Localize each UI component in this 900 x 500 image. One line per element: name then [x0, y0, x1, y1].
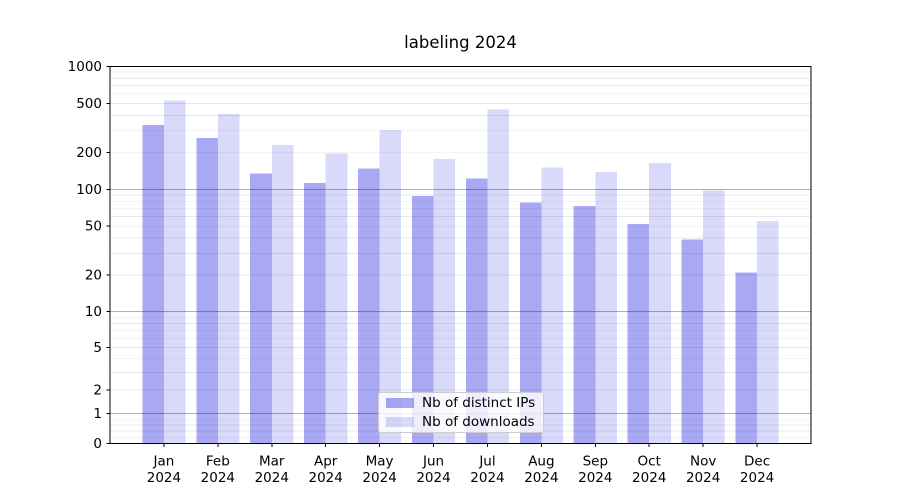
bar-feb-ips [196, 137, 218, 444]
bar-nov-downloads [703, 190, 725, 444]
y-tick-label: 0 [93, 436, 102, 452]
plot-frame [109, 66, 812, 444]
y-tick-label: 200 [76, 145, 102, 161]
legend-item-distinct-ips: Nb of distinct IPs [386, 395, 543, 411]
bar-dec-downloads [757, 221, 779, 444]
y-tick-label: 1000 [68, 59, 102, 75]
bar-oct-ips [627, 224, 650, 444]
legend-label-downloads: Nb of downloads [422, 414, 535, 430]
y-tick-label: 20 [85, 268, 102, 284]
y-tick-label: 100 [76, 182, 102, 198]
x-tick-label-feb: Feb 2024 [201, 454, 235, 487]
x-tick-label-nov: Nov 2024 [686, 454, 720, 487]
chart-title: labeling 2024 [404, 33, 517, 52]
legend: Nb of distinct IPs Nb of downloads [378, 392, 544, 433]
x-tick-label-may: May 2024 [362, 454, 396, 487]
legend-swatch-distinct-ips [386, 398, 414, 408]
bar-jan-downloads [163, 100, 186, 444]
bar-sep-ips [573, 206, 596, 444]
legend-swatch-downloads [386, 417, 414, 427]
y-tick-label: 500 [76, 96, 102, 112]
bar-mar-downloads [271, 144, 294, 444]
bar-sep-downloads [595, 172, 617, 444]
y-tick-label: 5 [93, 340, 102, 356]
x-tick-label-sep: Sep 2024 [578, 454, 612, 487]
x-tick-label-mar: Mar 2024 [255, 454, 289, 487]
y-tick-label: 1 [93, 406, 102, 422]
y-tick-label: 2 [93, 383, 102, 399]
x-tick-label-aug: Aug 2024 [524, 454, 558, 487]
bar-jun-downloads [433, 159, 456, 444]
bar-may-ips [358, 168, 380, 444]
bar-aug-downloads [541, 167, 563, 444]
bar-apr-downloads [325, 153, 348, 444]
bar-aug-ips [519, 202, 542, 444]
bar-jun-ips [411, 196, 434, 444]
y-tick-label: 10 [85, 304, 102, 320]
legend-label-distinct-ips: Nb of distinct IPs [422, 395, 536, 411]
legend-item-downloads: Nb of downloads [386, 414, 543, 430]
bar-apr-ips [304, 183, 326, 444]
bars-distinct-ips [142, 124, 758, 444]
bar-jul-downloads [487, 109, 510, 444]
y-axis-ticks: 0 1 2 5 10 20 50 100 200 500 1000 [68, 59, 110, 452]
x-tick-label-dec: Dec 2024 [740, 454, 774, 487]
bar-mar-ips [250, 173, 272, 444]
x-tick-label-apr: Apr 2024 [309, 454, 343, 487]
bars-downloads [163, 100, 779, 444]
bar-oct-downloads [649, 163, 671, 444]
x-axis-ticks: Jan 2024 Feb 2024 Mar 2024 Apr 2024 May 2024 Jun 20… [147, 443, 774, 487]
bar-dec-ips [735, 272, 758, 444]
bar-may-downloads [379, 129, 402, 444]
y-tick-label: 50 [85, 219, 102, 235]
x-tick-label-jul: Jul 2024 [470, 454, 504, 487]
x-tick-label-oct: Oct 2024 [632, 454, 666, 487]
bar-jan-ips [142, 124, 164, 444]
x-tick-label-jan: Jan 2024 [147, 454, 181, 487]
bar-feb-downloads [217, 114, 240, 444]
x-tick-label-jun: Jun 2024 [416, 454, 450, 487]
bar-jul-ips [465, 178, 488, 444]
bar-nov-ips [681, 239, 704, 444]
